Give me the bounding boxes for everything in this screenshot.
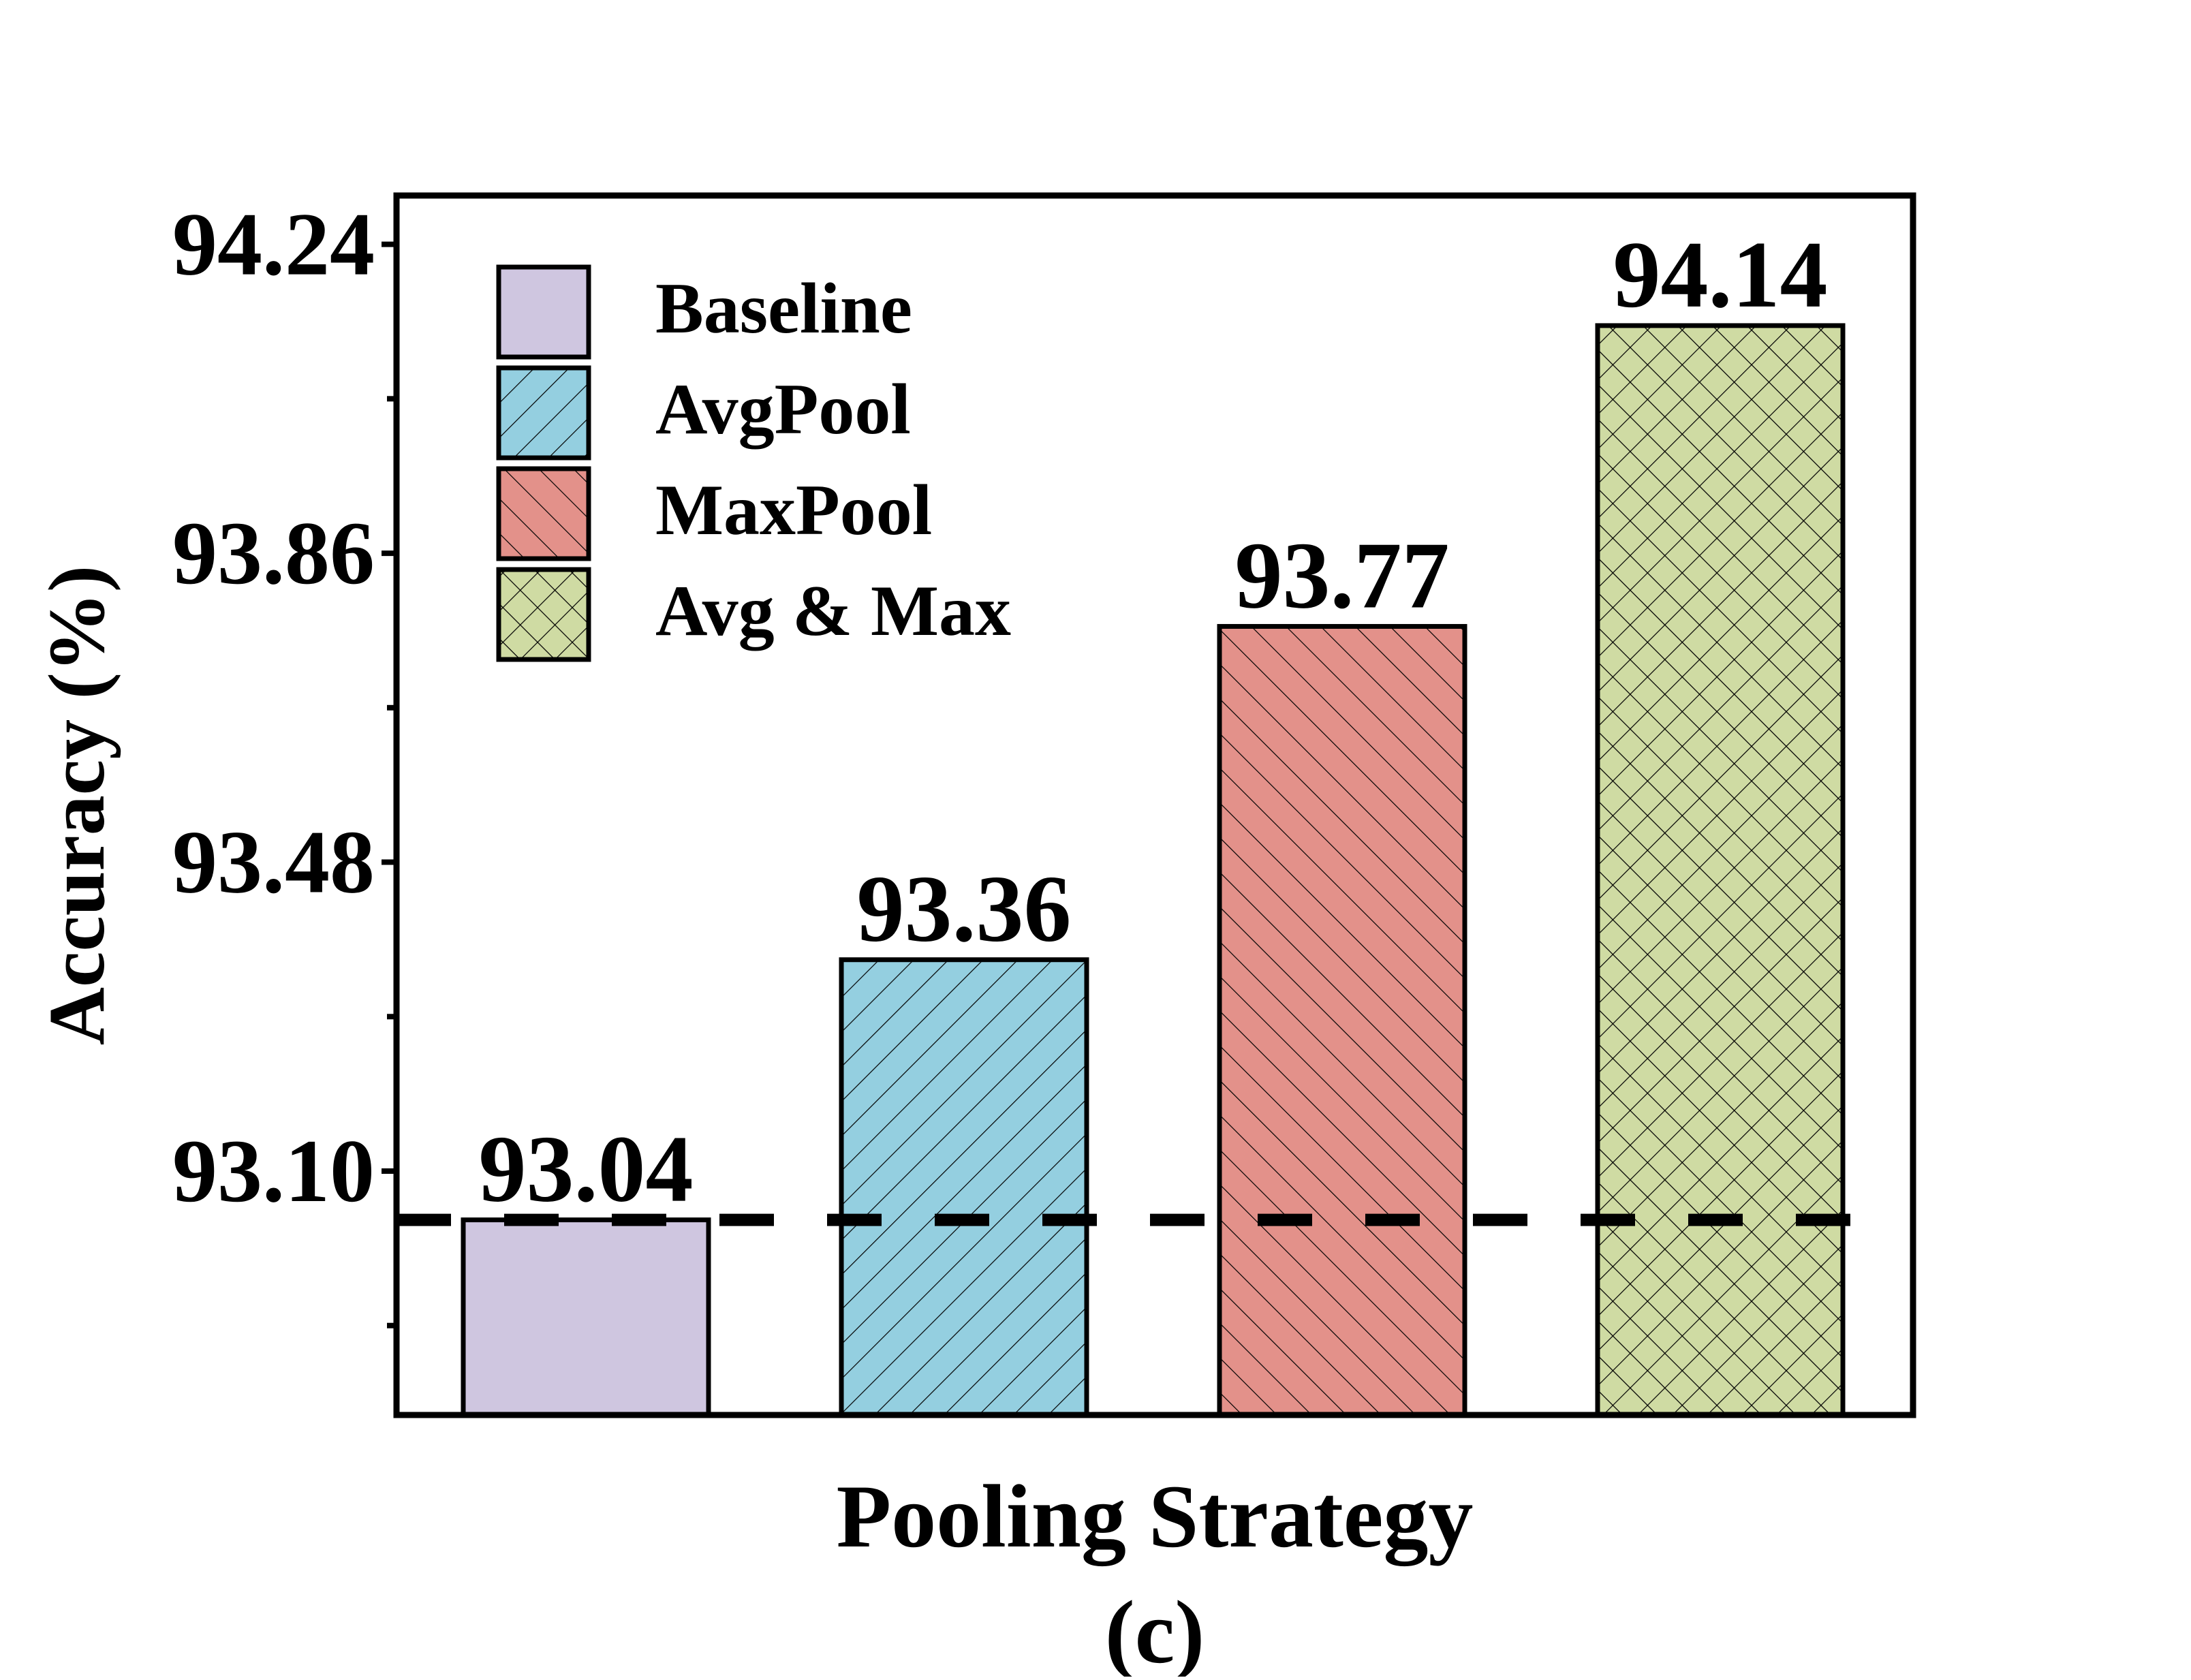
legend-swatch-4-hatch	[499, 570, 589, 659]
figure-caption: (c)	[1105, 1582, 1205, 1677]
bar-1	[463, 1219, 709, 1415]
legend-swatch-3-hatch	[499, 469, 589, 559]
bars-layer	[461, 323, 1846, 1418]
legend-label-4: Avg & Max	[655, 571, 1011, 651]
legend-swatch-1-outline	[496, 264, 591, 360]
y-axis: 93.10 93.48 93.86 94.24	[172, 194, 397, 1328]
value-label-3: 93.77	[1235, 523, 1450, 628]
bar-2-hatch	[841, 959, 1087, 1415]
legend: Baseline AvgPool MaxPool Avg & Max	[496, 264, 1011, 662]
value-label-4: 94.14	[1613, 222, 1828, 328]
value-label-1: 93.04	[479, 1117, 694, 1222]
y-tick-label: 94.24	[172, 194, 375, 294]
legend-swatch-4-outline	[496, 567, 591, 662]
y-tick-label: 93.10	[172, 1121, 375, 1221]
bar-3-hatch	[1219, 626, 1465, 1415]
legend-swatch-2-outline	[496, 365, 591, 461]
legend-swatch-2-hatch	[499, 368, 589, 458]
value-label-2: 93.36	[857, 856, 1072, 962]
y-tick-label: 93.86	[172, 503, 375, 603]
x-axis-label: Pooling Strategy	[837, 1466, 1474, 1566]
y-tick-label: 93.48	[172, 812, 375, 912]
plot-frame	[393, 192, 1916, 1418]
legend-label-3: MaxPool	[655, 470, 932, 550]
y-axis-label: Accuracy (%)	[32, 565, 121, 1045]
bar-4-hatch	[1598, 325, 1843, 1415]
legend-label-1: Baseline	[655, 268, 912, 348]
legend-swatch-1	[499, 267, 589, 357]
value-labels-layer: 93.04 93.36 93.77 94.14	[479, 222, 1828, 1222]
legend-label-2: AvgPool	[655, 369, 911, 449]
legend-swatch-3-outline	[496, 466, 591, 561]
